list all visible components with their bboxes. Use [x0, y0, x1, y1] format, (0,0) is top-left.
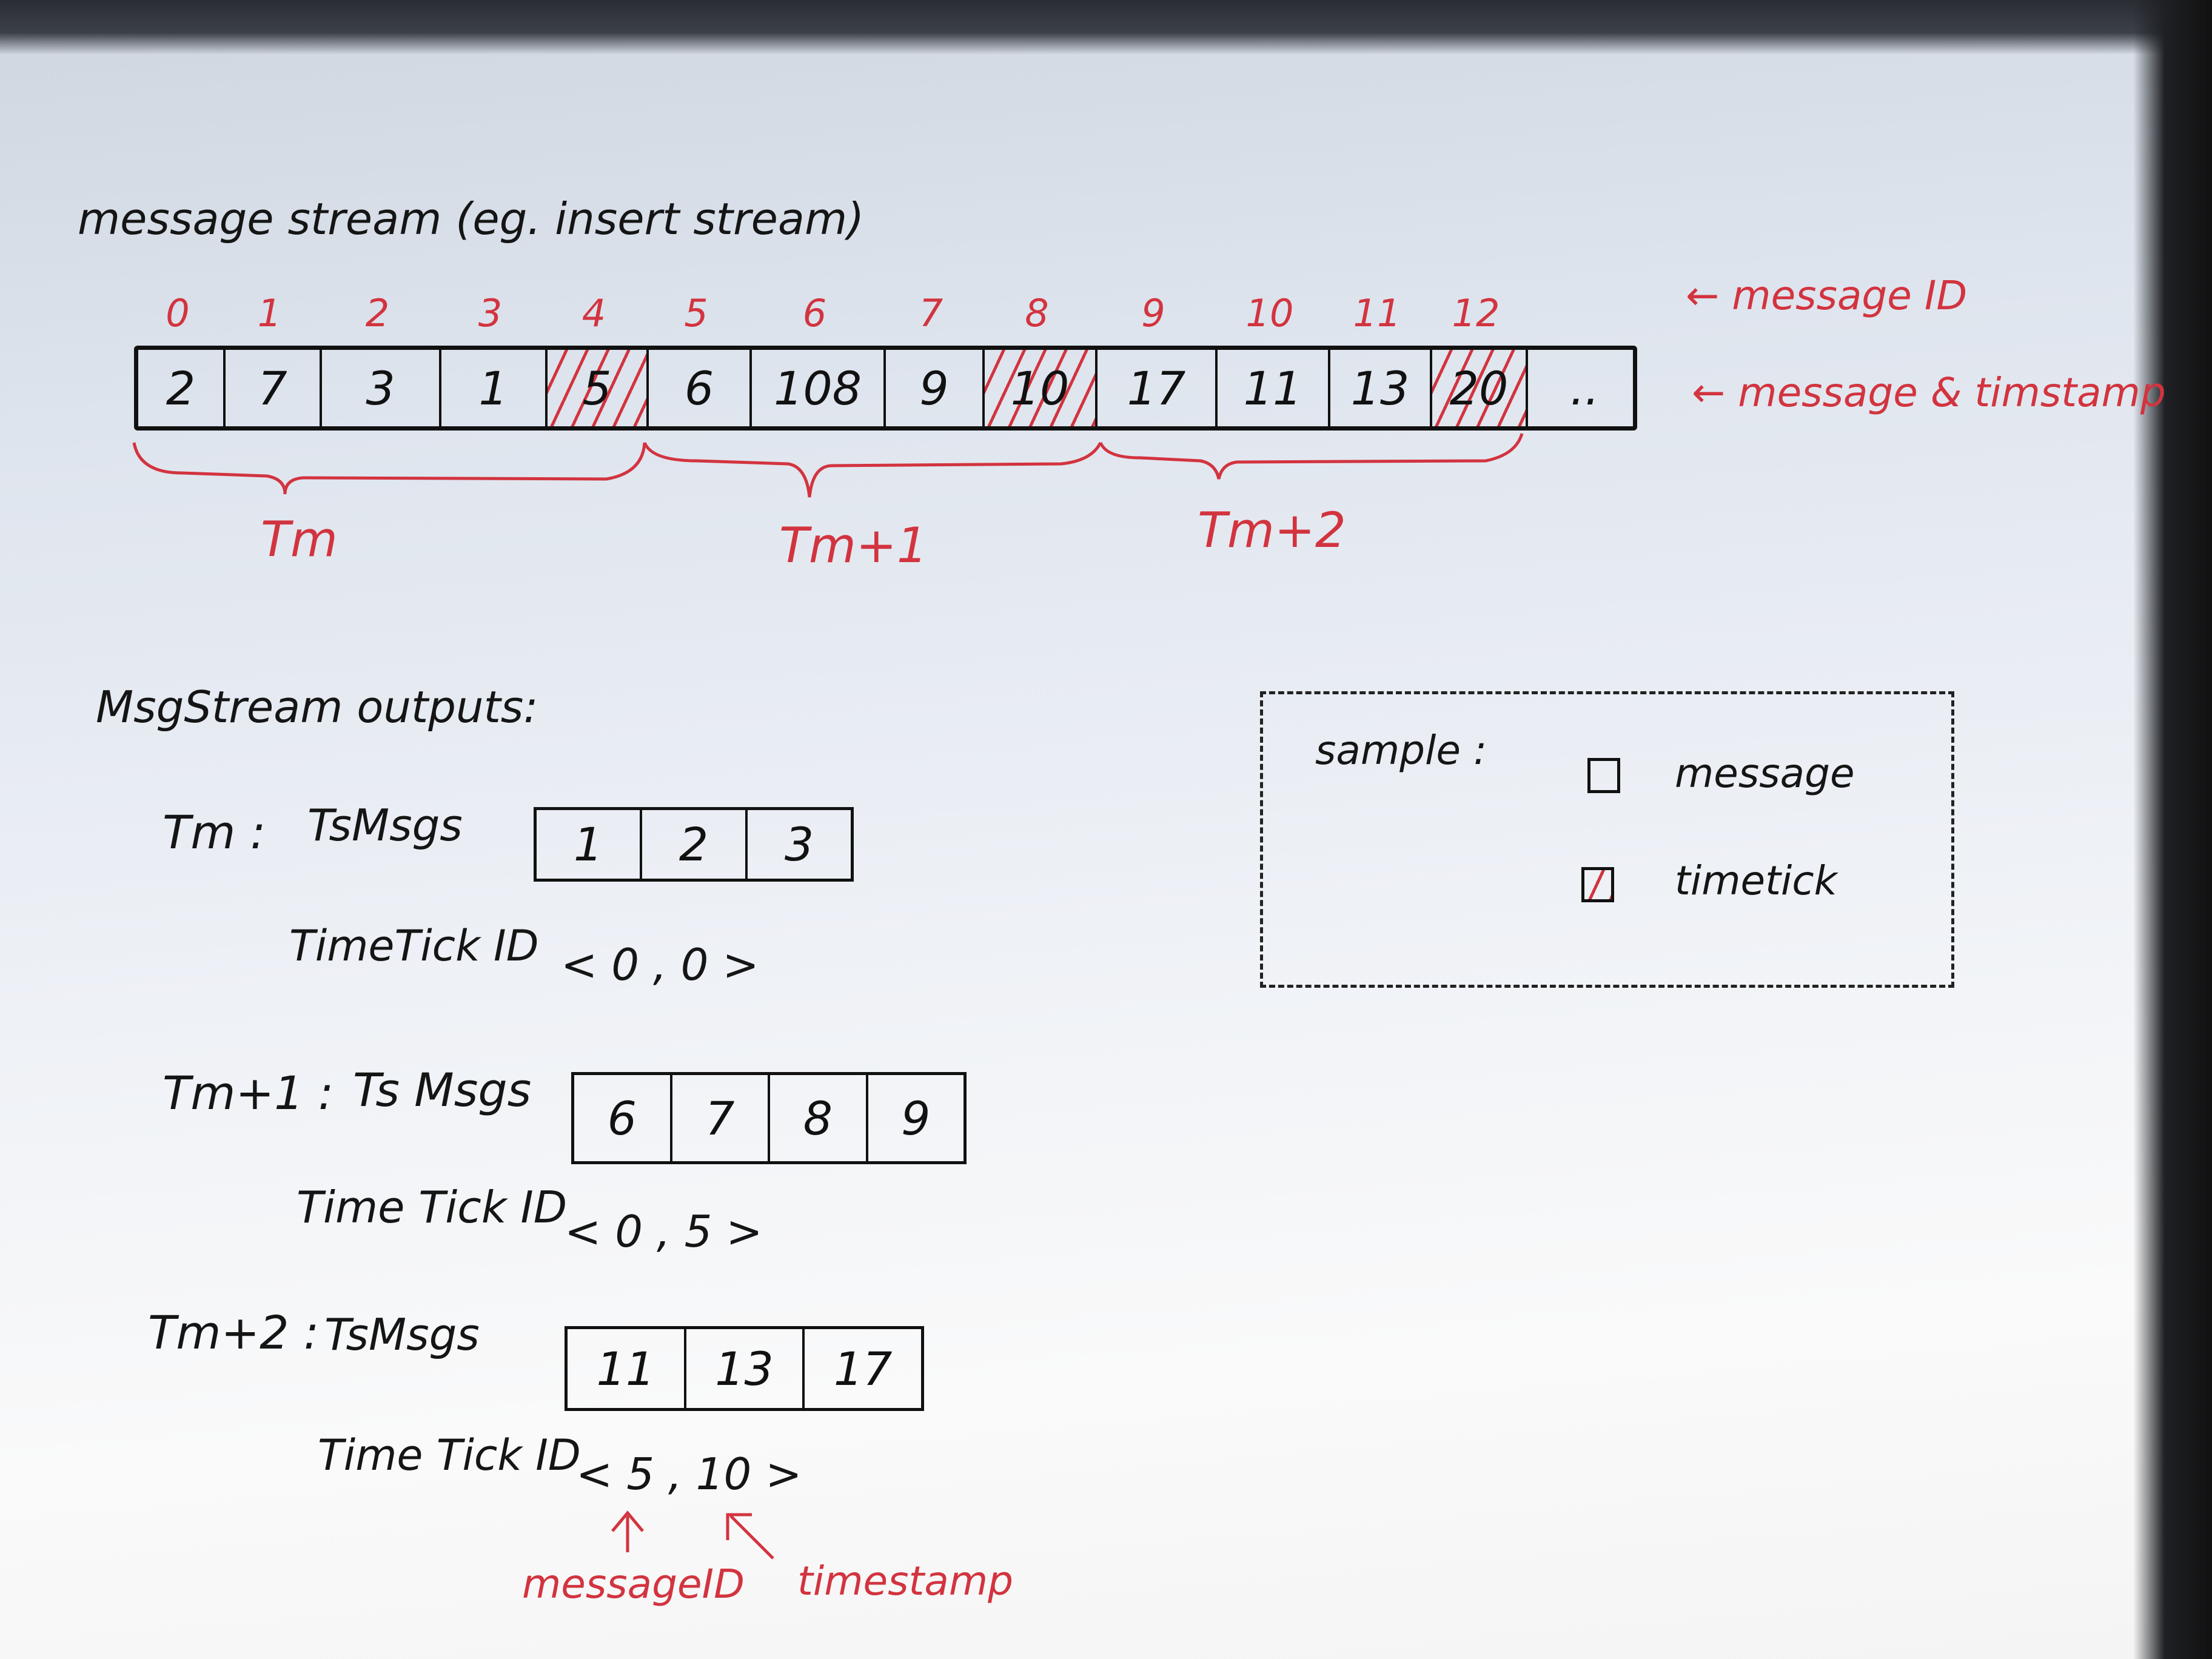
- output-msg-cell: 3: [784, 817, 814, 871]
- timetick-value-tm: < 0 , 0 >: [561, 939, 759, 990]
- legend-timetick-label: timetick: [1675, 857, 1837, 904]
- message-cell: 13: [1330, 350, 1432, 426]
- message-id-label: 7: [919, 291, 943, 335]
- message-id-label: 4: [581, 291, 606, 335]
- timetick-label-tm1: Time Tick ID: [297, 1182, 568, 1233]
- paper-shadow: [2133, 0, 2212, 1659]
- output-msg-cell: 17: [833, 1341, 893, 1396]
- message-id-label: 10: [1245, 291, 1294, 335]
- output-msg-cell: 13: [686, 1329, 805, 1408]
- period-label-tm2: Tm+2: [1198, 502, 1346, 558]
- outputs-heading: MsgStream outputs:: [96, 682, 538, 732]
- message-cell: 6: [649, 350, 752, 426]
- brace-tm2: [1099, 433, 1524, 480]
- timestamp-annotation: ← message & timstamp: [1692, 369, 2166, 416]
- arrow-up-icon: [611, 1510, 644, 1552]
- message-cell: 9: [886, 350, 985, 426]
- output-msg-cell: 2: [642, 810, 748, 879]
- message-id-label: 0: [166, 291, 190, 335]
- output-msg-cell: 1: [537, 810, 642, 879]
- arrow-up-left-icon: [726, 1513, 774, 1560]
- timetick-value-tm2: < 5 , 10 >: [576, 1449, 802, 1500]
- output-msg-cell: 8: [770, 1075, 868, 1161]
- output-msgs-label-tm: TsMsgs: [307, 800, 463, 851]
- message-cell: 2: [138, 350, 226, 426]
- annotation-timestamp: timestamp: [797, 1558, 1014, 1604]
- message-id-label: 5: [684, 291, 708, 335]
- legend-message-label: message: [1675, 750, 1855, 797]
- brace-tm1: [643, 441, 1102, 498]
- message-cell: 7: [226, 350, 322, 426]
- output-period-tm: Tm :: [163, 805, 266, 859]
- message-id-label: 3: [478, 291, 503, 335]
- timetick-square-icon: [1581, 867, 1614, 902]
- message-cell: 108: [752, 350, 886, 426]
- brace-tm: [132, 442, 646, 495]
- message-id-label: 12: [1452, 291, 1500, 335]
- message-stream: 2 7 3 1 5 6 108 9 10 17 11 13 20..: [134, 346, 1637, 431]
- output-period-tm1: Tm+1 :: [163, 1066, 334, 1120]
- message-cell: 3: [322, 350, 441, 426]
- period-braces: [132, 433, 1524, 498]
- timetick-label-tm2: Time Tick ID: [318, 1430, 581, 1480]
- timetick-cell: 10: [985, 350, 1098, 426]
- message-id-label: 11: [1353, 291, 1401, 335]
- timetick-cell: 5: [548, 350, 649, 426]
- message-id-label: 2: [365, 291, 390, 335]
- period-label-tm1: Tm+1: [779, 517, 928, 574]
- message-id-label: 1: [257, 291, 282, 335]
- output-msg-cell: 6: [574, 1075, 672, 1161]
- output-msgs-label-tm2: TsMsgs: [324, 1309, 480, 1360]
- message-id-annotation: ← message ID: [1686, 272, 1968, 319]
- output-msg-cell: 7: [672, 1075, 770, 1161]
- message-id-label: 6: [802, 291, 827, 335]
- output-msgs-label-tm1: Ts Msgs: [353, 1063, 532, 1117]
- period-label-tm: Tm: [261, 511, 338, 568]
- message-cell: 1: [441, 350, 548, 426]
- diagram-title: message stream (eg. insert stream): [78, 193, 865, 244]
- message-cell: ..: [1570, 361, 1600, 415]
- legend-title: sample :: [1315, 727, 1487, 774]
- annotation-message-id: messageID: [522, 1561, 745, 1607]
- timetick-cell: 20: [1432, 350, 1528, 426]
- message-cell: 11: [1218, 350, 1330, 426]
- legend-box: sample : message timetick: [1260, 691, 1954, 988]
- output-msgs-tm2: 11 13 17: [565, 1326, 924, 1411]
- message-id-label: 9: [1141, 291, 1165, 335]
- timetick-label-tm: TimeTick ID: [289, 921, 539, 971]
- table-edge: [0, 0, 2212, 55]
- message-cell: 17: [1098, 350, 1218, 426]
- message-square-icon: [1587, 758, 1620, 793]
- message-id-label: 8: [1025, 291, 1049, 335]
- output-period-tm2: Tm+2 :: [148, 1305, 320, 1359]
- timetick-value-tm1: < 0 , 5 >: [565, 1206, 763, 1257]
- output-msg-cell: 9: [901, 1091, 931, 1145]
- output-msg-cell: 11: [568, 1329, 686, 1408]
